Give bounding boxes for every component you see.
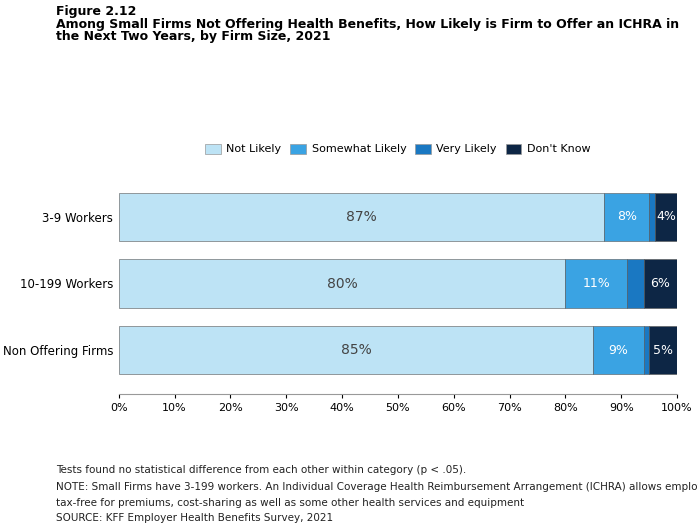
Bar — [649, 326, 677, 374]
Bar — [593, 326, 644, 374]
Bar — [119, 193, 604, 241]
Bar — [604, 193, 649, 241]
Text: 8%: 8% — [617, 210, 637, 223]
Text: 6%: 6% — [651, 277, 670, 290]
Text: SOURCE: KFF Employer Health Benefits Survey, 2021: SOURCE: KFF Employer Health Benefits Sur… — [56, 513, 333, 523]
Text: 87%: 87% — [346, 209, 377, 224]
Text: NOTE: Small Firms have 3-199 workers. An Individual Coverage Health Reimbursemen: NOTE: Small Firms have 3-199 workers. An… — [56, 482, 698, 492]
Text: the Next Two Years, by Firm Size, 2021: the Next Two Years, by Firm Size, 2021 — [56, 30, 330, 44]
Bar — [644, 259, 677, 308]
Text: 80%: 80% — [327, 277, 357, 290]
Legend: Not Likely, Somewhat Likely, Very Likely, Don't Know: Not Likely, Somewhat Likely, Very Likely… — [201, 139, 595, 159]
Text: 4%: 4% — [656, 210, 676, 223]
Text: tax-free for premiums, cost-sharing as well as some other health services and eq: tax-free for premiums, cost-sharing as w… — [56, 498, 524, 508]
Bar — [119, 259, 565, 308]
Bar — [644, 326, 649, 374]
Bar — [119, 326, 593, 374]
Bar — [627, 259, 644, 308]
Text: 5%: 5% — [653, 344, 673, 357]
Text: Tests found no statistical difference from each other within category (p < .05).: Tests found no statistical difference fr… — [56, 465, 466, 475]
Text: Among Small Firms Not Offering Health Benefits, How Likely is Firm to Offer an I: Among Small Firms Not Offering Health Be… — [56, 18, 679, 31]
Text: 11%: 11% — [582, 277, 610, 290]
Bar — [649, 193, 655, 241]
Text: Figure 2.12: Figure 2.12 — [56, 5, 136, 18]
Text: 9%: 9% — [609, 344, 628, 357]
Text: 85%: 85% — [341, 343, 371, 358]
Bar — [565, 259, 627, 308]
Bar — [655, 193, 677, 241]
